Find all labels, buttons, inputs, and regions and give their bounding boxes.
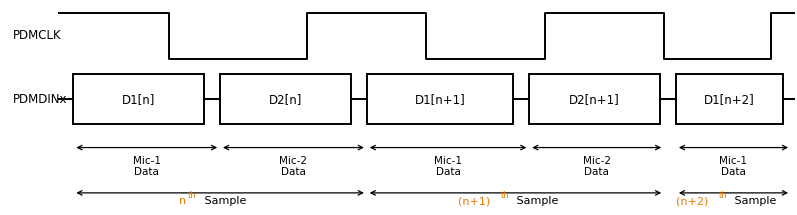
Text: th: th (719, 191, 727, 200)
Text: Sample: Sample (513, 196, 559, 206)
Text: Data: Data (721, 167, 746, 177)
Text: PDMDINx: PDMDINx (13, 93, 67, 106)
Text: Data: Data (281, 167, 306, 177)
Text: Mic-1: Mic-1 (133, 156, 161, 166)
Text: n: n (179, 196, 186, 206)
Bar (676, 74, 783, 124)
Text: Data: Data (436, 167, 461, 177)
Bar (73, 74, 204, 124)
Text: Sample: Sample (201, 196, 246, 206)
Bar (529, 74, 660, 124)
Text: th: th (501, 191, 509, 200)
Text: D1[n+2]: D1[n+2] (704, 93, 755, 106)
Text: Sample: Sample (732, 196, 777, 206)
Text: Mic-1: Mic-1 (434, 156, 462, 166)
Text: th: th (188, 191, 197, 200)
Bar (367, 74, 513, 124)
Text: PDMCLK: PDMCLK (13, 29, 61, 42)
Text: D1[n]: D1[n] (122, 93, 155, 106)
Text: Mic-1: Mic-1 (720, 156, 748, 166)
Text: D2[n+1]: D2[n+1] (569, 93, 620, 106)
Text: D2[n]: D2[n] (269, 93, 302, 106)
Text: Data: Data (135, 167, 159, 177)
Text: Data: Data (584, 167, 609, 177)
Bar (220, 74, 351, 124)
Text: (n+1): (n+1) (457, 196, 490, 206)
Text: D1[n+1]: D1[n+1] (414, 93, 465, 106)
Text: (n+2): (n+2) (676, 196, 708, 206)
Text: Mic-2: Mic-2 (280, 156, 308, 166)
Text: Mic-2: Mic-2 (583, 156, 611, 166)
